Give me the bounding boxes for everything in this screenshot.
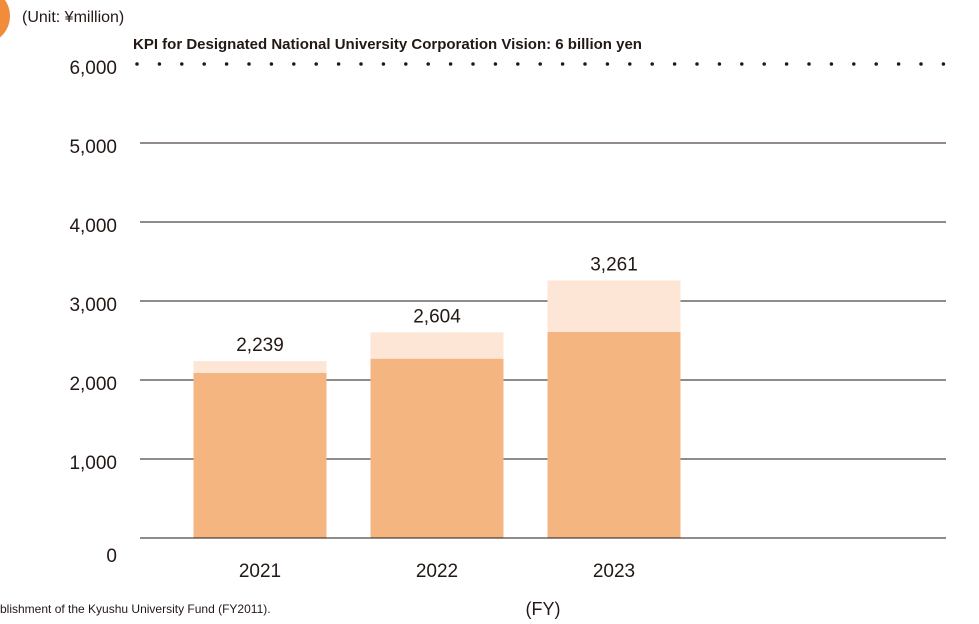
bar-segment [193, 361, 327, 373]
bar-segment [547, 280, 681, 332]
y-tick-label: 2,000 [69, 374, 117, 395]
bar-segment [193, 372, 327, 538]
y-tick-label: 4,000 [69, 216, 117, 237]
y-tick-label: 3,000 [69, 295, 117, 316]
x-tick-label: 2021 [239, 561, 281, 582]
section-badge [0, 0, 10, 38]
y-tick-label: 6,000 [69, 58, 117, 79]
y-tick-label: 1,000 [69, 453, 117, 474]
kpi-annotation: KPI for Designated National University C… [133, 36, 642, 53]
total-label: 2,239 [236, 335, 284, 356]
x-tick-label: 2023 [593, 561, 635, 582]
bar-segment [370, 358, 504, 538]
unit-label: (Unit: ¥million) [22, 9, 124, 26]
total-label: 2,604 [413, 306, 461, 327]
total-label: 3,261 [590, 254, 638, 275]
bar-segment [547, 331, 681, 538]
y-tick-label: 0 [106, 546, 117, 567]
bar-segment [370, 332, 504, 359]
y-tick-label: 5,000 [69, 137, 117, 158]
x-tick-label: 2022 [416, 561, 458, 582]
x-axis-label: (FY) [526, 599, 561, 619]
footnote: blishment of the Kyushu University Fund … [0, 602, 271, 616]
